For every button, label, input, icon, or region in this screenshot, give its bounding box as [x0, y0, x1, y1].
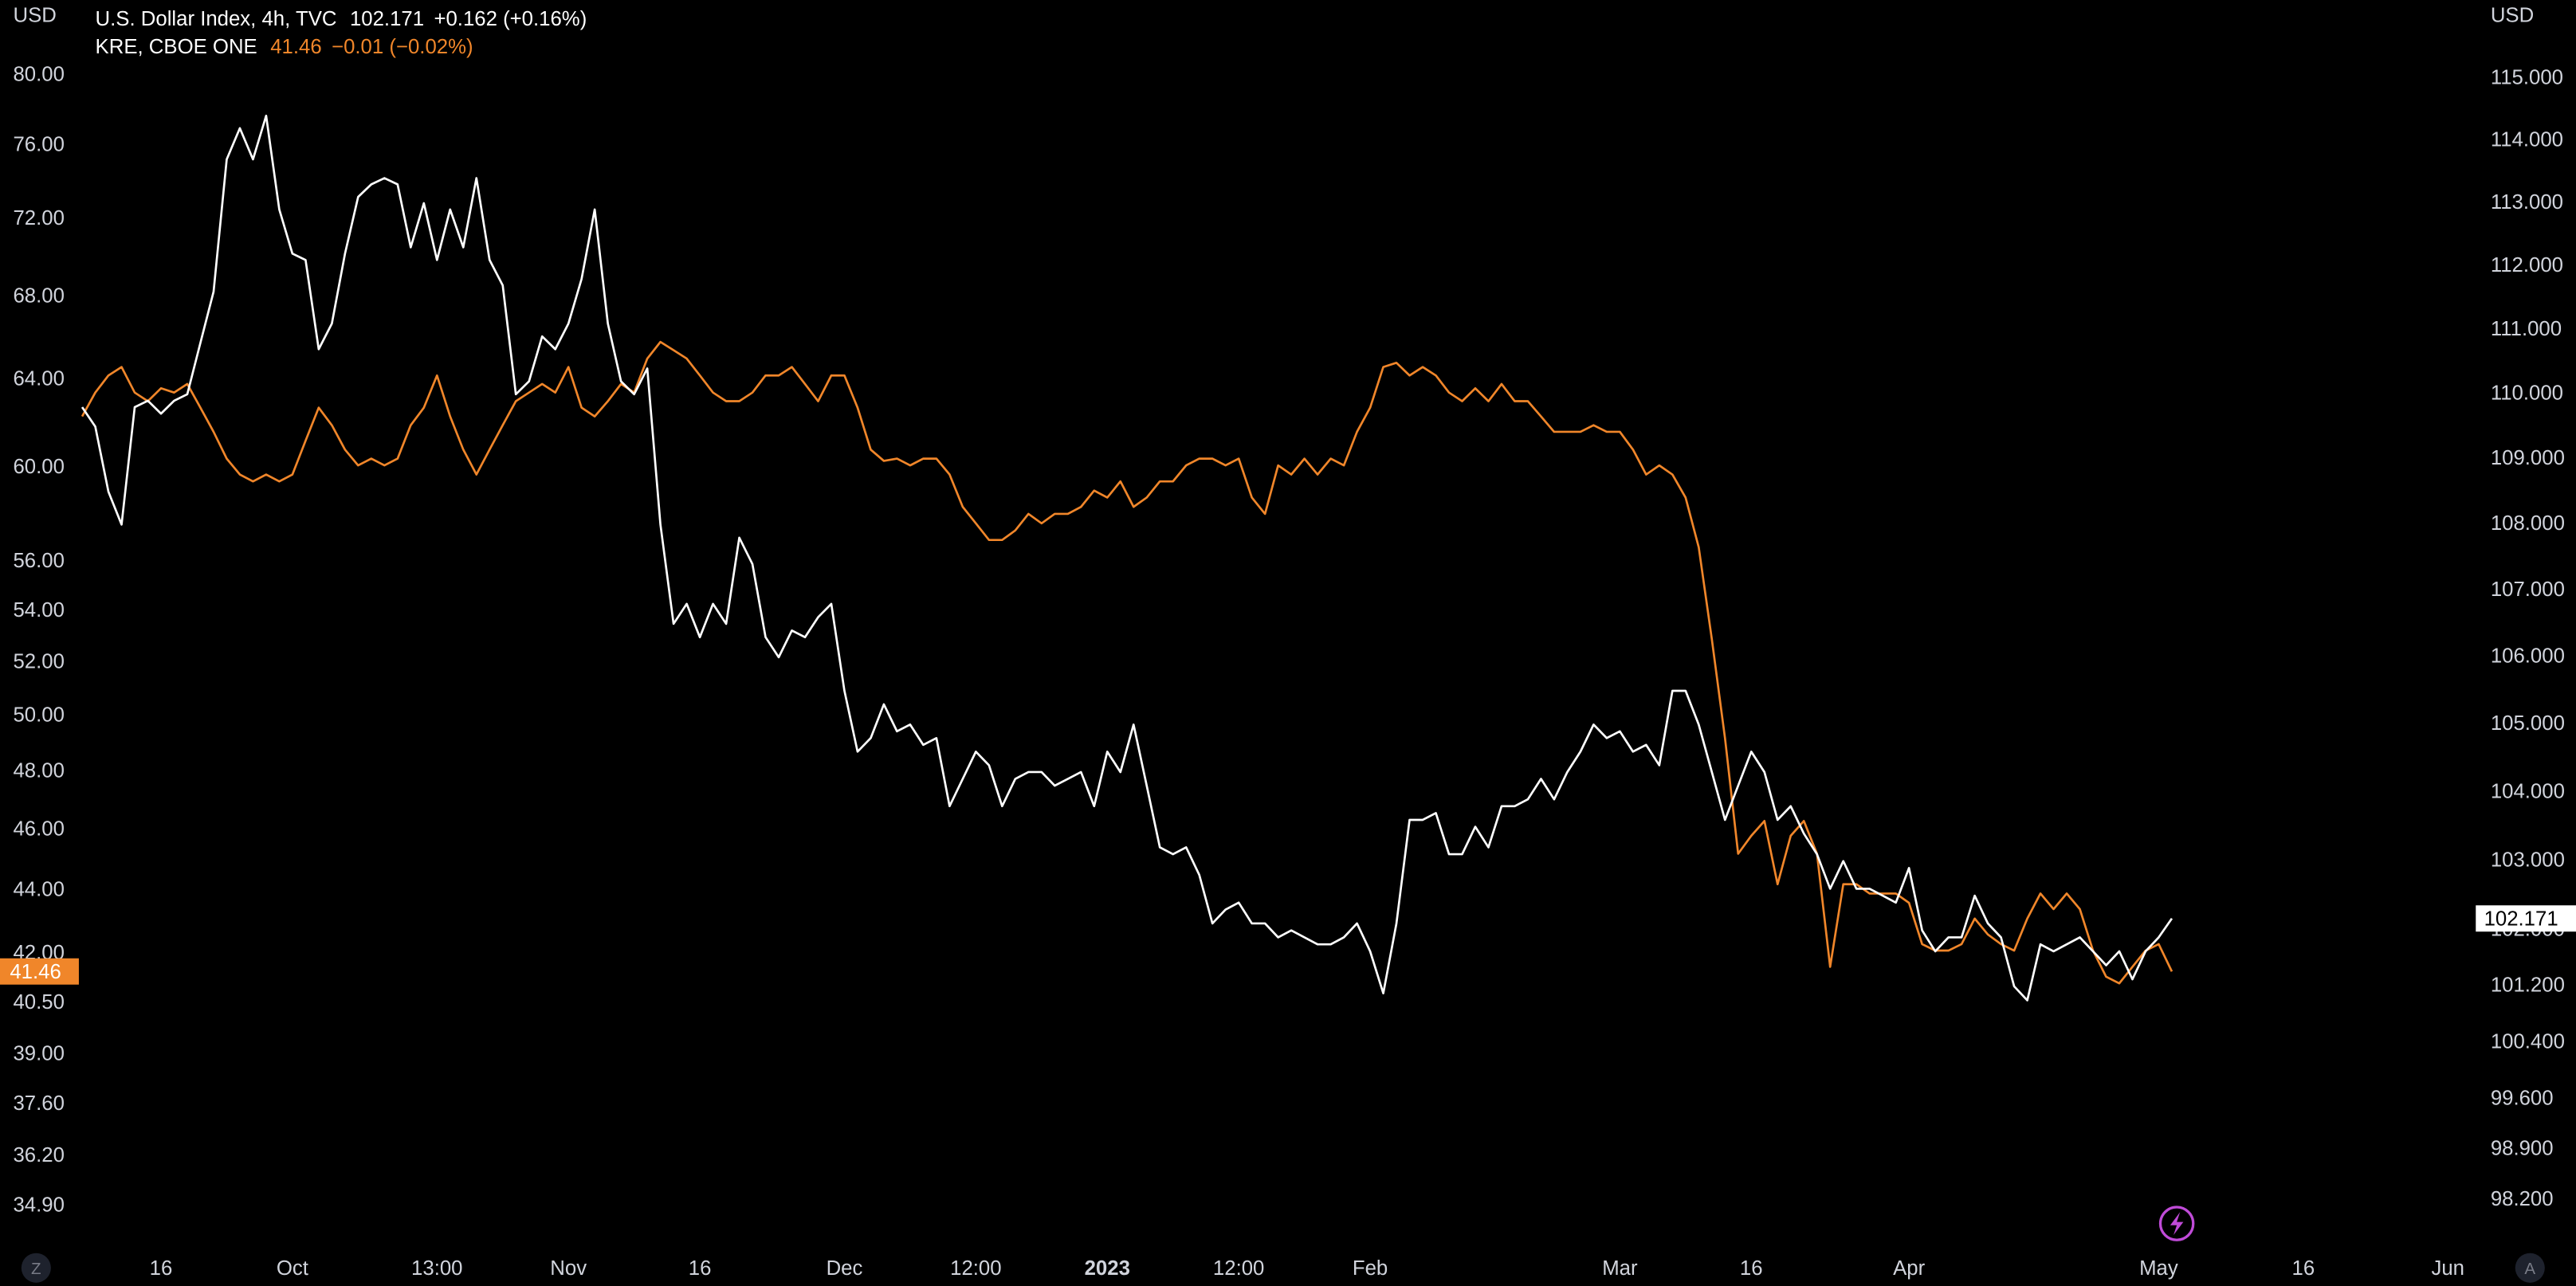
y-tick-label: 46.00: [13, 817, 64, 840]
y-tick-label: 56.00: [13, 550, 64, 572]
legend-entry: U.S. Dollar Index, 4h, TVC 102.171 +0.162 …: [96, 8, 587, 30]
zoom-button[interactable]: [21, 1253, 51, 1283]
y2-tick-label: 111.000: [2491, 318, 2562, 340]
x-tick-label: Feb: [1353, 1257, 1388, 1280]
y2-tick-label: 110.000: [2491, 382, 2563, 405]
x-tick-label: Mar: [1602, 1257, 1638, 1280]
x-tick-label: Dec: [827, 1257, 863, 1280]
legend-change: −0.01 (−0.02%): [332, 36, 473, 58]
x-tick-label: 16: [1740, 1257, 1763, 1280]
y-tick-label: 36.20: [13, 1144, 64, 1166]
x-tick-label: 12:00: [1213, 1257, 1264, 1280]
y2-tick-label: 98.200: [2491, 1188, 2554, 1210]
legend-name: KRE, CBOE ONE: [96, 36, 257, 58]
y2-tick-label: 98.900: [2491, 1138, 2554, 1160]
y-tick-label: 50.00: [13, 704, 64, 727]
legend-name: U.S. Dollar Index, 4h, TVC: [96, 8, 337, 30]
x-tick-label: May: [2139, 1257, 2178, 1280]
legend-entry: KRE, CBOE ONE 41.46 −0.01 (−0.02%): [96, 36, 473, 58]
last-value-label: 41.46: [10, 961, 61, 983]
legend-value: 102.171: [350, 8, 424, 30]
y-tick-label: 34.90: [13, 1194, 64, 1217]
y-tick-label: 68.00: [13, 285, 64, 308]
last-value-badge: [2476, 905, 2576, 932]
y2-tick-label: 108.000: [2491, 512, 2565, 535]
y2-tick-label: 109.000: [2491, 447, 2565, 469]
legend-change: +0.162 (+0.16%): [434, 8, 587, 30]
auto-scale-button[interactable]: [2515, 1253, 2545, 1283]
last-value-badge: [0, 958, 79, 985]
y-tick-label: 44.00: [13, 878, 64, 900]
x-tick-label: 16: [150, 1257, 173, 1280]
y2-tick-label: 99.600: [2491, 1088, 2554, 1110]
y2-tick-label: 101.200: [2491, 974, 2565, 997]
x-tick-label: Jun: [2431, 1257, 2464, 1280]
x-tick-label: Nov: [550, 1257, 587, 1280]
x-tick-label: Oct: [277, 1257, 308, 1280]
y2-tick-label: 107.000: [2491, 578, 2565, 601]
y-tick-label: 72.00: [13, 207, 64, 229]
series-line: [80, 340, 2174, 985]
legend-value: 41.46: [270, 36, 321, 58]
y-axis-unit: USD: [13, 4, 56, 26]
y2-tick-label: 105.000: [2491, 712, 2565, 735]
y-tick-label: 52.00: [13, 651, 64, 673]
x-tick-label: 2023: [1085, 1257, 1130, 1280]
x-tick-label: Apr: [1893, 1257, 1925, 1280]
series-line: [80, 114, 2174, 1002]
lightning-icon[interactable]: [2158, 1206, 2195, 1241]
y-tick-label: 37.60: [13, 1092, 64, 1115]
x-tick-label: 16: [689, 1257, 712, 1280]
y-tick-label: 40.50: [13, 991, 64, 1014]
y2-tick-label: 100.400: [2491, 1030, 2565, 1053]
y2-tick-label: 114.000: [2491, 128, 2563, 151]
y-tick-label: 64.00: [13, 367, 64, 390]
y-tick-label: 80.00: [13, 64, 64, 86]
y2-tick-label: 115.000: [2491, 66, 2563, 88]
y-tick-label: 76.00: [13, 133, 64, 155]
auto-scale-button-label[interactable]: A: [2524, 1260, 2535, 1278]
zoom-button-label[interactable]: Z: [31, 1260, 41, 1278]
y-tick-label: 48.00: [13, 759, 64, 782]
lightning-circle[interactable]: [2158, 1206, 2195, 1241]
last-value-label: 102.171: [2484, 908, 2558, 931]
y2-tick-label: 112.000: [2491, 254, 2563, 276]
y2-tick-label: 103.000: [2491, 849, 2565, 872]
y2-tick-label: 104.000: [2491, 780, 2565, 802]
y2-tick-label: 113.000: [2491, 191, 2563, 214]
y-tick-label: 39.00: [13, 1043, 64, 1065]
lightning-bolt[interactable]: [2170, 1212, 2184, 1236]
y2-tick-label: 106.000: [2491, 645, 2565, 668]
y-tick-label: 54.00: [13, 599, 64, 621]
x-tick-label: 12:00: [950, 1257, 1001, 1280]
x-tick-label: 13:00: [411, 1257, 462, 1280]
y-tick-label: 60.00: [13, 456, 64, 478]
x-tick-label: 16: [2292, 1257, 2315, 1280]
y2-axis-unit: USD: [2491, 4, 2534, 26]
